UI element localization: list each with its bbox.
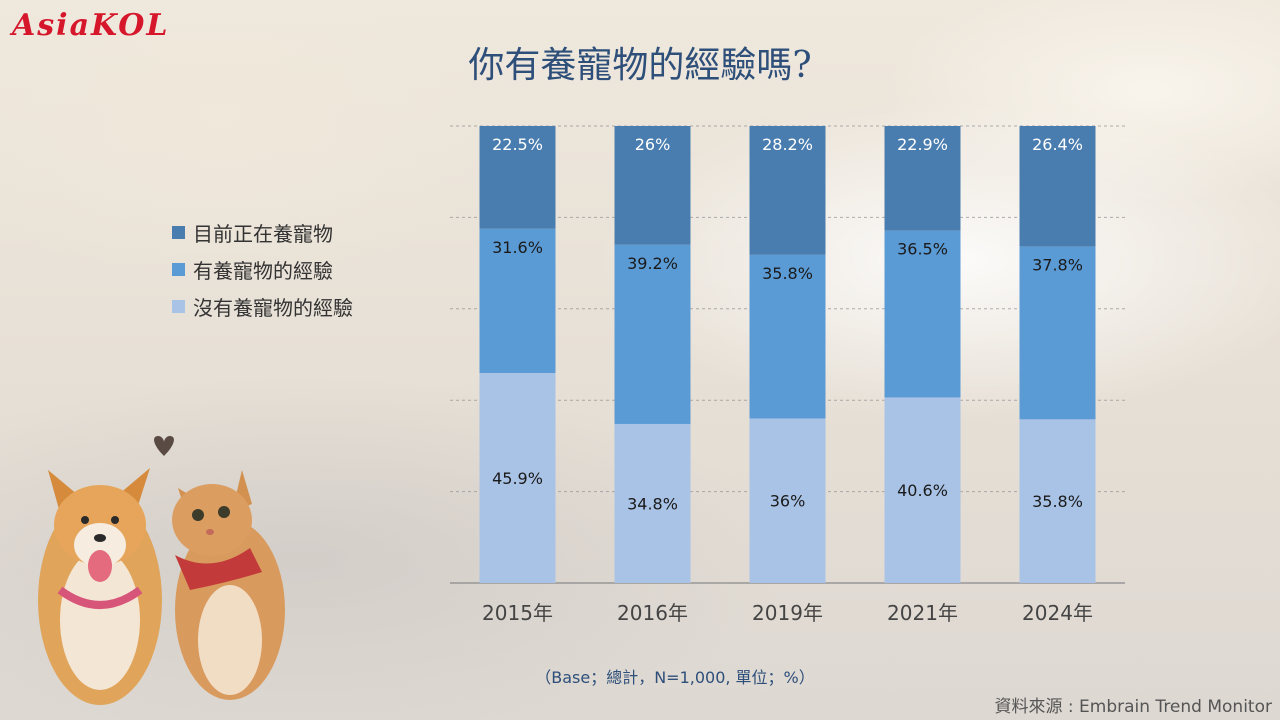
legend-item-never: 沒有養寵物的經驗	[172, 288, 353, 325]
legend-label-never: 沒有養寵物的經驗	[193, 296, 353, 320]
bar-never	[884, 397, 961, 583]
data-label: 36%	[770, 492, 806, 511]
bar-had	[479, 228, 556, 374]
data-label: 31.6%	[492, 238, 543, 257]
data-label: 26%	[635, 135, 671, 154]
data-label: 22.5%	[492, 135, 543, 154]
x-tick-label: 2024年	[1022, 601, 1093, 625]
bar-current	[614, 126, 691, 245]
data-label: 37.8%	[1032, 256, 1083, 275]
legend-item-current: 目前正在養寵物	[172, 214, 353, 251]
bar-had	[614, 244, 691, 424]
bar-current	[884, 126, 961, 231]
bar-current	[1019, 126, 1096, 247]
x-tick-label: 2019年	[752, 601, 823, 625]
asiakol-logo[interactable]: AsiaKOL	[12, 8, 170, 43]
corgi-icon	[38, 468, 162, 705]
bar-had	[749, 254, 826, 419]
data-source: 資料來源 : Embrain Trend Monitor	[994, 697, 1273, 717]
bar-had	[884, 230, 961, 398]
x-tick-label: 2015年	[482, 601, 553, 625]
heart-icon	[154, 436, 174, 456]
data-label: 40.6%	[897, 481, 948, 500]
data-label: 35.8%	[762, 264, 813, 283]
legend-swatch-had	[172, 263, 185, 276]
bar-current	[749, 126, 826, 255]
data-label: 45.9%	[492, 469, 543, 488]
data-label: 34.8%	[627, 494, 678, 513]
bar-never	[749, 418, 826, 583]
data-label: 36.5%	[897, 240, 948, 259]
data-label: 22.9%	[897, 135, 948, 154]
legend-label-had: 有養寵物的經驗	[193, 259, 333, 283]
cat-icon	[172, 470, 285, 700]
legend-label-current: 目前正在養寵物	[193, 222, 333, 246]
page-title: 你有養寵物的經驗嗎?	[468, 45, 812, 86]
pet-illustration	[38, 436, 285, 705]
bar-had	[1019, 246, 1096, 420]
chart-legend: 目前正在養寵物 有養寵物的經驗 沒有養寵物的經驗	[172, 214, 353, 325]
bar-never	[614, 423, 691, 583]
bar-current	[479, 126, 556, 229]
data-label: 39.2%	[627, 254, 678, 273]
data-label: 26.4%	[1032, 135, 1083, 154]
data-label: 35.8%	[1032, 492, 1083, 511]
bar-never	[479, 373, 556, 583]
bar-never	[1019, 419, 1096, 583]
legend-swatch-never	[172, 300, 185, 313]
legend-item-had: 有養寵物的經驗	[172, 251, 353, 288]
x-tick-label: 2021年	[887, 601, 958, 625]
legend-swatch-current	[172, 226, 185, 239]
x-tick-label: 2016年	[617, 601, 688, 625]
base-note: （Base；總計，N=1,000, 單位；%）	[535, 668, 815, 687]
data-label: 28.2%	[762, 135, 813, 154]
